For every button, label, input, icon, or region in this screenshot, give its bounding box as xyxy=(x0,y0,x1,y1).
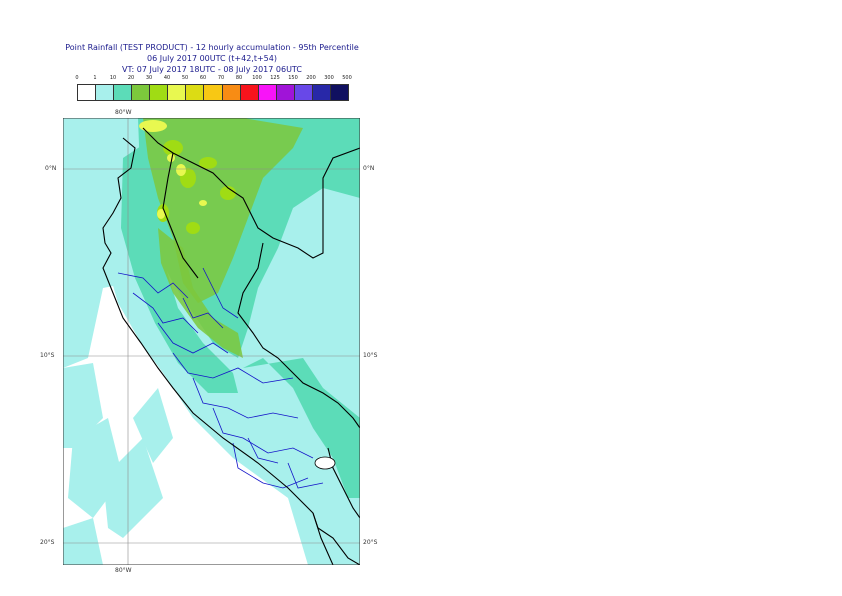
legend-swatch xyxy=(276,85,295,100)
legend-swatch xyxy=(78,85,97,100)
legend-swatch xyxy=(150,85,169,100)
legend-tick-label: 125 xyxy=(270,75,280,81)
map-canvas xyxy=(62,117,361,566)
title-line-2: 06 July 2017 00UTC (t+42,t+54) xyxy=(147,54,277,63)
legend-tick-label: 100 xyxy=(252,75,262,81)
map-title: Point Rainfall (TEST PRODUCT) - 12 hourl… xyxy=(0,42,424,75)
bottom-lon-label: 80°W xyxy=(115,567,132,574)
rainfall-map[interactable] xyxy=(62,117,361,566)
national-borders xyxy=(102,127,361,566)
legend-tick-label: 60 xyxy=(199,75,207,81)
top-lon-label: 80°W xyxy=(115,109,132,116)
legend-ticks: 0 1 10 20 30 40 50 60 70 80 100 125 150 200 300 500 xyxy=(75,75,352,84)
lake-titicaca xyxy=(314,456,336,470)
legend-swatch xyxy=(186,85,205,100)
legend-swatch xyxy=(132,85,151,100)
legend-swatch xyxy=(258,85,277,100)
border-peru-brazil xyxy=(237,242,361,429)
rain-teal-east xyxy=(243,358,360,498)
title-line-3: VT: 07 July 2017 18UTC - 08 July 2017 06… xyxy=(122,65,302,74)
legend-swatch xyxy=(240,85,259,100)
legend-tick-label: 300 xyxy=(324,75,334,81)
legend-swatch xyxy=(204,85,223,100)
border-colombia-ecuador xyxy=(142,127,361,259)
legend-bar xyxy=(77,84,349,101)
legend-tick-label: 20 xyxy=(127,75,135,81)
border-peru-chile xyxy=(312,512,361,566)
lat-label-left-20: 20°S xyxy=(40,539,55,546)
rain-teal-andes xyxy=(121,138,238,393)
lat-label-right-0: 0°N xyxy=(363,165,375,172)
legend-swatch xyxy=(222,85,241,100)
regional-borders xyxy=(117,267,324,489)
legend-tick-label: 1 xyxy=(93,75,97,81)
color-legend: 0 1 10 20 30 40 50 60 70 80 100 125 150 200 300 500 xyxy=(75,75,352,101)
legend-swatch xyxy=(96,85,115,100)
legend-swatch xyxy=(312,85,331,100)
rain-yellow-spots xyxy=(139,120,207,219)
lat-label-right-20: 20°S xyxy=(363,539,378,546)
coastline xyxy=(102,137,334,566)
legend-tick-label: 200 xyxy=(306,75,316,81)
lat-label-left-0: 0°N xyxy=(45,165,57,172)
graticule xyxy=(63,118,360,565)
legend-swatch xyxy=(294,85,313,100)
legend-tick-label: 80 xyxy=(235,75,243,81)
border-ecuador-peru xyxy=(162,152,199,279)
legend-tick-label: 30 xyxy=(145,75,153,81)
legend-tick-label: 70 xyxy=(217,75,225,81)
legend-tick-label: 500 xyxy=(342,75,352,81)
title-line-1: Point Rainfall (TEST PRODUCT) - 12 hourl… xyxy=(65,43,359,52)
legend-swatch xyxy=(168,85,187,100)
legend-tick-label: 10 xyxy=(109,75,117,81)
legend-tick-label: 150 xyxy=(288,75,298,81)
lat-label-left-10: 10°S xyxy=(40,352,55,359)
legend-tick-label: 50 xyxy=(181,75,189,81)
legend-tick-label: 40 xyxy=(163,75,171,81)
legend-tick-label: 0 xyxy=(75,75,79,81)
rain-green-andes xyxy=(158,228,243,358)
lat-label-right-10: 10°S xyxy=(363,352,378,359)
legend-swatch xyxy=(114,85,133,100)
legend-swatch xyxy=(330,85,348,100)
